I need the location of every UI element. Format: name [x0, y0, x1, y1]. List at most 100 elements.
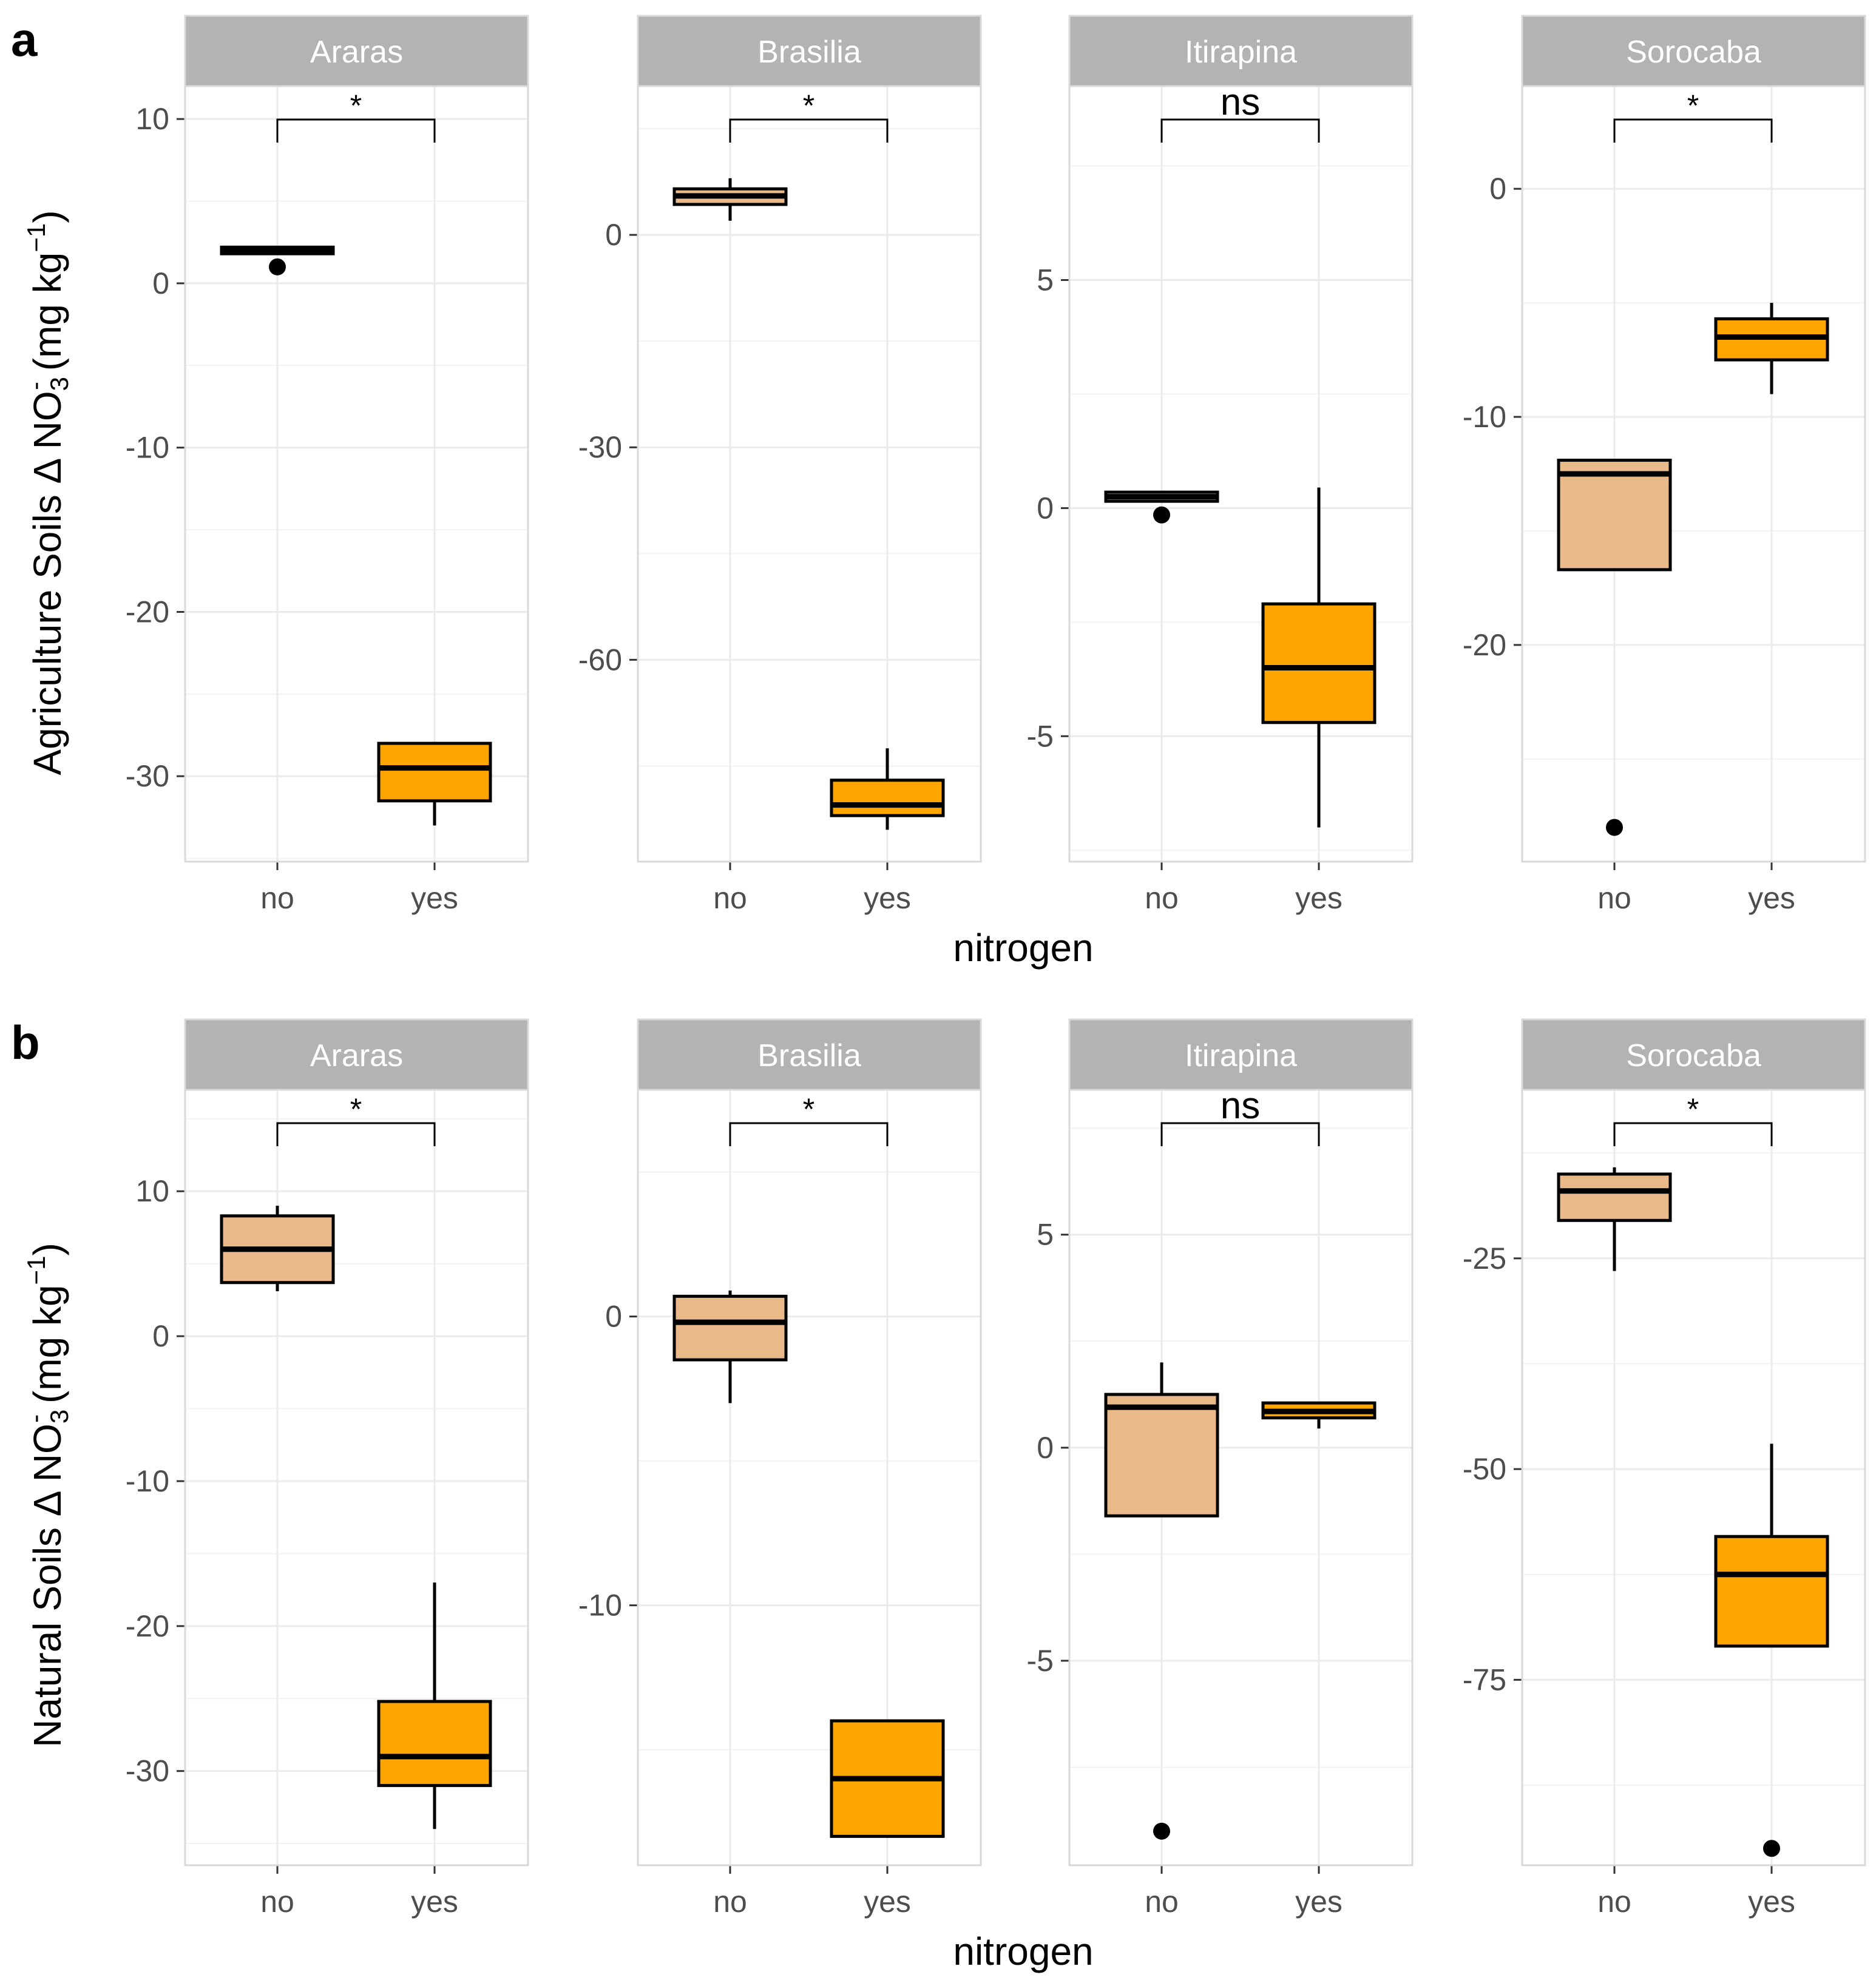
box-no: [220, 1206, 335, 1292]
y-axis-title-prefix: Natural Soils Δ NO: [25, 1424, 69, 1748]
bracket-line: [729, 1122, 889, 1146]
box-iqr: [377, 741, 492, 803]
x-tick-label: yes: [1295, 1885, 1343, 1919]
box-yes: [1714, 303, 1829, 394]
box-iqr: [1714, 1535, 1829, 1648]
y-tick-label: -30: [126, 759, 169, 793]
facet-strip: [184, 15, 529, 87]
significance-bracket: [276, 118, 436, 143]
facet-strip: [184, 1018, 529, 1091]
facet-strip-label: Brasilia: [757, 35, 861, 70]
box-yes: [1261, 487, 1377, 828]
significance-bracket: [729, 1122, 889, 1146]
row-letter-a: a: [11, 13, 38, 66]
y-axis-title-subscript: 3: [45, 377, 73, 391]
outlier-point: [1153, 1822, 1170, 1840]
y-axis-title-subscript: 3: [45, 1410, 73, 1424]
significance-label: *: [350, 1092, 362, 1126]
panel-row-a-brasilia: [629, 15, 982, 870]
x-tick-label: yes: [1748, 881, 1795, 915]
y-tick-label: -10: [578, 1589, 622, 1623]
outlier-point: [1606, 819, 1623, 836]
panel-background: [185, 86, 528, 862]
y-axis-title-superscript: -: [21, 382, 49, 390]
y-tick-label: -5: [1027, 719, 1054, 753]
y-tick-label: -20: [126, 1609, 169, 1643]
y-tick-label: -60: [578, 643, 622, 677]
box-no: [672, 178, 788, 221]
chart-text-layer: 10 0 -10 -20 -30 no yes Araras * 0 -30 -60 no yes Bras…: [126, 35, 1795, 1919]
bracket-line: [1160, 1122, 1320, 1146]
y-tick-label: 0: [605, 218, 622, 252]
panel-row-a-itirapina: [1061, 15, 1414, 870]
outlier-point: [1153, 506, 1170, 524]
facet-strip: [1521, 15, 1866, 87]
y-tick-label: -20: [1463, 628, 1506, 662]
y-tick-label: -5: [1027, 1644, 1054, 1678]
box-no: [1557, 458, 1672, 836]
y-axis-title-units-exponent: −1: [22, 223, 50, 252]
y-tick-label: 0: [1037, 491, 1054, 525]
y-axis-title-row-b: Natural Soils Δ NO3- (mg kg−1): [21, 1243, 73, 1748]
panel-row-b-sorocaba: [1514, 1018, 1866, 1874]
x-tick-label: no: [1145, 881, 1179, 915]
y-axis-title-row-a: Agriculture Soils Δ NO3- (mg kg−1): [21, 210, 73, 775]
significance-label: *: [350, 89, 362, 123]
significance-bracket: [729, 118, 889, 143]
y-axis-title-units: (mg kg: [25, 1285, 69, 1414]
box-no: [220, 245, 335, 275]
facet-strip-label: Araras: [310, 35, 403, 70]
panel-background: [1069, 86, 1412, 862]
row-letter-b: b: [11, 1016, 40, 1069]
box-iqr: [377, 1700, 492, 1788]
x-tick-label: no: [1145, 1885, 1179, 1919]
box-iqr: [1557, 458, 1672, 572]
significance-label: ns: [1221, 81, 1260, 123]
bracket-line: [1613, 118, 1773, 143]
x-tick-label: no: [1597, 1885, 1631, 1919]
box-iqr: [1557, 1172, 1672, 1222]
y-tick-label: -30: [578, 430, 622, 464]
x-tick-label: yes: [411, 1885, 458, 1919]
bracket-line: [1613, 1122, 1773, 1146]
y-tick-label: -75: [1463, 1663, 1506, 1697]
x-tick-label: no: [713, 1885, 747, 1919]
facet-strip-label: Itirapina: [1185, 35, 1297, 70]
facet-strip-label: Itirapina: [1185, 1038, 1297, 1073]
box-iqr: [1104, 1393, 1219, 1518]
panel-background: [638, 86, 981, 862]
facet-strip-label: Araras: [310, 1038, 403, 1073]
facet-strip: [637, 1018, 982, 1091]
facet-strip-label: Sorocaba: [1626, 35, 1761, 70]
y-tick-label: -10: [126, 431, 169, 465]
x-tick-label: no: [260, 1885, 294, 1919]
box-no: [1104, 490, 1219, 524]
bracket-line: [276, 1122, 436, 1146]
y-axis-title-units-close: ): [25, 210, 69, 223]
outlier-point: [1763, 1840, 1780, 1857]
x-tick-label: no: [1597, 881, 1631, 915]
panel-row-a-araras: [177, 15, 529, 870]
y-tick-label: 0: [1037, 1431, 1054, 1465]
box-no: [1557, 1167, 1672, 1271]
x-axis-title-row-a: nitrogen: [953, 926, 1093, 970]
y-tick-label: 10: [135, 1174, 169, 1208]
bracket-line: [729, 118, 889, 143]
y-axis-title-superscript: -: [21, 1414, 49, 1423]
x-tick-label: no: [713, 881, 747, 915]
facet-strip: [1521, 1018, 1866, 1091]
significance-bracket: [1160, 1122, 1320, 1146]
significance-bracket: [1613, 1122, 1773, 1146]
y-tick-label: -50: [1463, 1452, 1506, 1486]
y-tick-label: 5: [1037, 1218, 1054, 1252]
significance-label: *: [1687, 89, 1699, 123]
x-tick-label: no: [260, 881, 294, 915]
facet-strip: [1068, 15, 1414, 87]
significance-label: ns: [1221, 1085, 1260, 1127]
y-tick-label: -20: [126, 595, 169, 629]
box-no: [1104, 1362, 1219, 1840]
outlier-point: [269, 258, 286, 275]
box-yes: [377, 741, 492, 826]
y-tick-label: 0: [605, 1300, 622, 1334]
